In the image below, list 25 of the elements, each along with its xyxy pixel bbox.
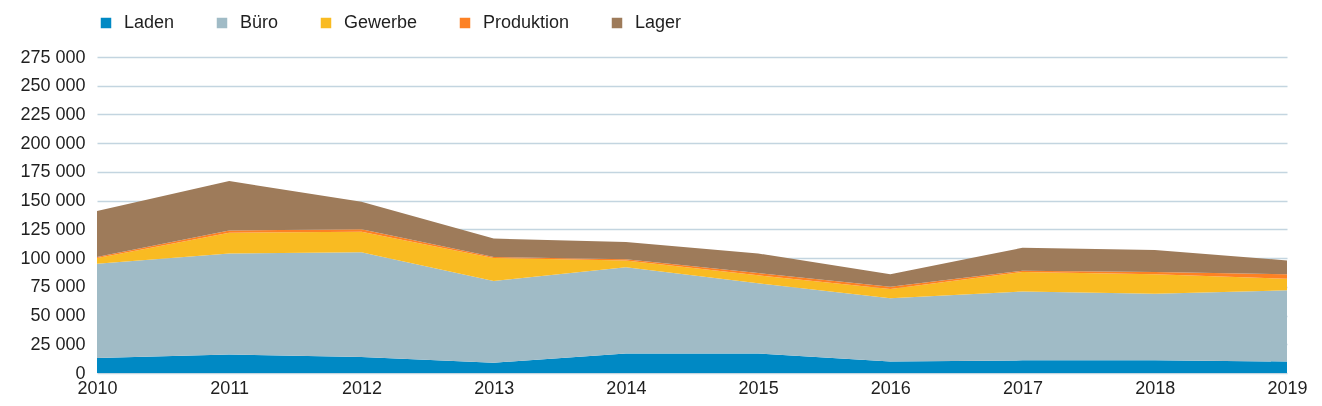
y-tick-label: 125 000 <box>20 218 86 239</box>
y-tick-label: 200 000 <box>20 132 86 153</box>
y-tick-label: 150 000 <box>20 190 86 211</box>
y-tick-label: 175 000 <box>20 161 86 182</box>
x-tick-label: 2012 <box>341 377 382 398</box>
legend-label: Laden <box>124 12 175 32</box>
y-tick-label: 75 000 <box>30 276 86 297</box>
y-tick-label: 100 000 <box>20 247 86 268</box>
y-tick-label: 275 000 <box>20 46 86 67</box>
x-tick-label: 2011 <box>210 377 250 398</box>
x-tick-label: 2018 <box>1135 377 1176 398</box>
x-tick-label: 2013 <box>474 377 515 398</box>
x-tick-label: 2015 <box>738 377 779 398</box>
legend-label: Gewerbe <box>344 12 418 32</box>
legend-label: Lager <box>635 12 682 32</box>
x-tick-label: 2016 <box>870 377 911 398</box>
legend-label: Produktion <box>483 12 570 32</box>
y-tick-label: 225 000 <box>20 103 86 124</box>
x-tick-label: 2019 <box>1267 377 1308 398</box>
legend-label: Büro <box>240 12 279 32</box>
y-tick-label: 50 000 <box>30 305 86 326</box>
x-tick-label: 2014 <box>606 377 647 398</box>
y-tick-label: 25 000 <box>30 333 86 354</box>
x-tick-label: 2017 <box>1003 377 1044 398</box>
y-tick-label: 250 000 <box>20 75 86 96</box>
